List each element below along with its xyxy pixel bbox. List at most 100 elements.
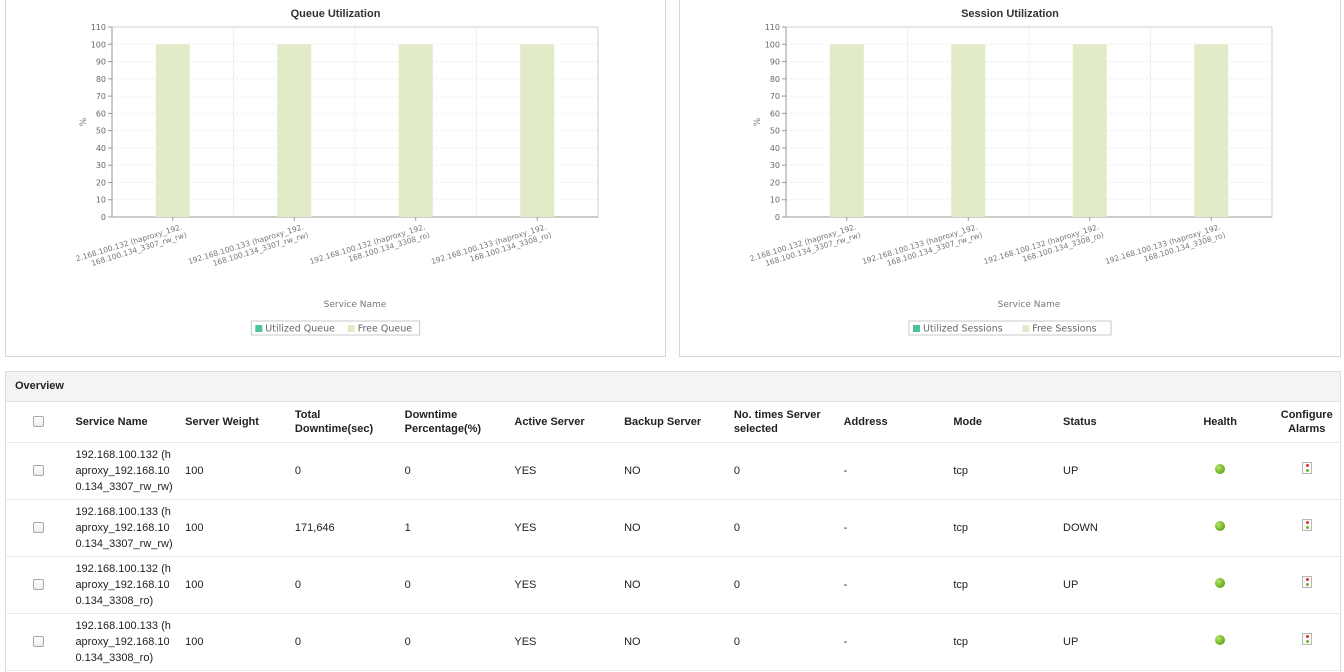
cell-times-selected: 0 — [729, 555, 840, 613]
health-ok-icon — [1215, 634, 1226, 645]
bar-free[interactable] — [398, 44, 433, 217]
cell-backup-server: NO — [620, 498, 730, 556]
cell-status: DOWN — [1059, 498, 1169, 556]
y-tick-label: 20 — [770, 178, 780, 187]
legend-item-label[interactable]: Utilized Queue — [265, 324, 335, 335]
health-ok-icon — [1215, 520, 1226, 531]
cell-active-server: YES — [510, 555, 621, 613]
cell-service-name[interactable]: 192.168.100.132 (h aproxy_192.168.10 0.134… — [71, 441, 182, 499]
overview-panel: Overview Service Name Server Weight Tota… — [5, 371, 1342, 672]
cell-address: - — [839, 555, 950, 613]
row-checkbox[interactable] — [33, 522, 45, 534]
cell-mode: tcp — [949, 441, 1060, 499]
col-header-backup-server[interactable]: Backup Server — [624, 415, 702, 428]
col-header-downtime-percentage[interactable]: Downtime Percentage(%) — [404, 408, 482, 435]
chart-title: Queue Utilization — [291, 8, 381, 20]
configure-alarm-icon[interactable] — [1301, 462, 1312, 474]
configure-alarm-icon[interactable] — [1301, 576, 1312, 588]
session-utilization-panel: Session Utilization 0 10 20 30 40 50 60 70 80 90 10… — [679, 0, 1341, 357]
table-header-row: Service Name Server Weight Total Downtim… — [6, 402, 1342, 442]
x-axis-title: Service Name — [998, 300, 1061, 310]
y-tick-label: 90 — [770, 58, 780, 67]
y-tick-label: 110 — [91, 23, 106, 32]
y-tick-label: 70 — [770, 92, 780, 101]
x-tick-label: 2.168.100.132 (haproxy_192.168.100.134_3… — [749, 222, 862, 268]
legend-item-label[interactable]: Utilized Sessions — [923, 324, 1003, 335]
cell-service-name[interactable]: 192.168.100.133 (h aproxy_192.168.10 0.134… — [71, 612, 182, 671]
y-tick-label: 100 — [765, 40, 780, 49]
cell-backup-server: NO — [620, 555, 730, 613]
col-header-server-weight[interactable]: Server Weight — [185, 415, 259, 428]
bar-free[interactable] — [277, 44, 312, 217]
cell-active-server: YES — [510, 498, 621, 556]
bar-free[interactable] — [951, 44, 986, 217]
bar-free[interactable] — [1194, 44, 1229, 217]
cell-backup-server: NO — [620, 612, 730, 671]
y-tick-label: 40 — [770, 144, 780, 153]
y-tick-label: 90 — [96, 58, 106, 67]
configure-alarm-icon[interactable] — [1301, 519, 1312, 531]
row-checkbox[interactable] — [33, 636, 45, 648]
col-header-address[interactable]: Address — [843, 415, 888, 428]
cell-service-name[interactable]: 192.168.100.133 (h aproxy_192.168.10 0.134… — [71, 498, 182, 556]
col-header-active-server[interactable]: Active Server — [514, 415, 585, 428]
row-checkbox[interactable] — [33, 465, 45, 477]
y-tick-label: 50 — [96, 127, 106, 136]
y-axis-title: % — [753, 117, 763, 126]
col-header-total-downtime[interactable]: Total Downtime(sec) — [294, 408, 374, 435]
health-ok-icon — [1215, 577, 1226, 588]
y-tick-label: 100 — [91, 40, 106, 49]
bar-free[interactable] — [155, 44, 190, 217]
y-tick-label: 50 — [770, 127, 780, 136]
cell-status: UP — [1059, 612, 1169, 671]
cell-service-name[interactable]: 192.168.100.132 (h aproxy_192.168.10 0.134… — [71, 555, 182, 613]
col-header-status[interactable]: Status — [1063, 415, 1097, 428]
table-row: 192.168.100.132 (h aproxy_192.168.10 0.134… — [6, 441, 1342, 499]
y-tick-label: 30 — [96, 161, 106, 170]
y-tick-label: 110 — [765, 23, 780, 32]
legend-item-label[interactable]: Free Queue — [358, 324, 413, 335]
configure-alarm-icon[interactable] — [1301, 633, 1312, 645]
cell-mode: tcp — [949, 555, 1060, 613]
service-name-line: 0.134_3308_ro) — [75, 594, 154, 607]
x-tick-label: 192.168.100.132 (haproxy_192.168.100.134… — [983, 222, 1105, 266]
cell-total-downtime: 0 — [290, 612, 401, 671]
cell-times-selected: 0 — [729, 612, 840, 671]
x-tick-label: 192.168.100.133 (haproxy_192.168.100.134… — [430, 222, 552, 266]
x-axis-title: Service Name — [324, 300, 387, 310]
legend-swatch — [1022, 325, 1030, 332]
queue-utilization-panel: Queue Utilization 0 10 20 30 40 50 60 70 80 90 100 1… — [5, 0, 666, 357]
cell-server-weight: 100 — [181, 441, 291, 499]
col-header-mode[interactable]: Mode — [953, 415, 983, 428]
bar-free[interactable] — [520, 44, 555, 217]
legend-item-label[interactable]: Free Sessions — [1032, 324, 1096, 335]
cell-server-weight: 100 — [181, 555, 291, 613]
select-all-checkbox[interactable] — [33, 416, 45, 428]
service-name-line: aproxy_192.168.10 — [75, 578, 170, 591]
cell-address: - — [839, 498, 950, 556]
legend-swatch — [255, 325, 263, 332]
cell-downtime-pct: 0 — [400, 612, 511, 671]
y-tick-label: 80 — [96, 75, 106, 84]
col-header-health[interactable]: Health — [1203, 415, 1237, 428]
y-tick-label: 10 — [96, 196, 106, 205]
service-name-line: 192.168.100.132 (h — [75, 562, 171, 575]
legend-swatch — [347, 325, 355, 332]
col-header-configure-alarms[interactable]: Configure Alarms — [1280, 408, 1333, 435]
service-name-line: aproxy_192.168.10 — [75, 521, 170, 534]
cell-downtime-pct: 0 — [400, 441, 511, 499]
cell-mode: tcp — [949, 612, 1060, 671]
y-tick-label: 80 — [770, 75, 780, 84]
x-tick-label: 2.168.100.132 (haproxy_192.168.100.134_3… — [75, 222, 188, 268]
health-ok-icon — [1215, 463, 1226, 474]
y-tick-label: 60 — [770, 109, 780, 118]
bar-free[interactable] — [829, 44, 864, 217]
col-header-service-name[interactable]: Service Name — [75, 415, 148, 428]
cell-status: UP — [1059, 555, 1169, 613]
service-name-line: 0.134_3308_ro) — [75, 651, 154, 664]
overview-title: Overview — [6, 372, 1340, 402]
col-header-times-selected[interactable]: No. times Server selected — [733, 408, 821, 435]
bar-free[interactable] — [1072, 44, 1107, 217]
cell-mode: tcp — [949, 498, 1060, 556]
row-checkbox[interactable] — [33, 579, 45, 591]
